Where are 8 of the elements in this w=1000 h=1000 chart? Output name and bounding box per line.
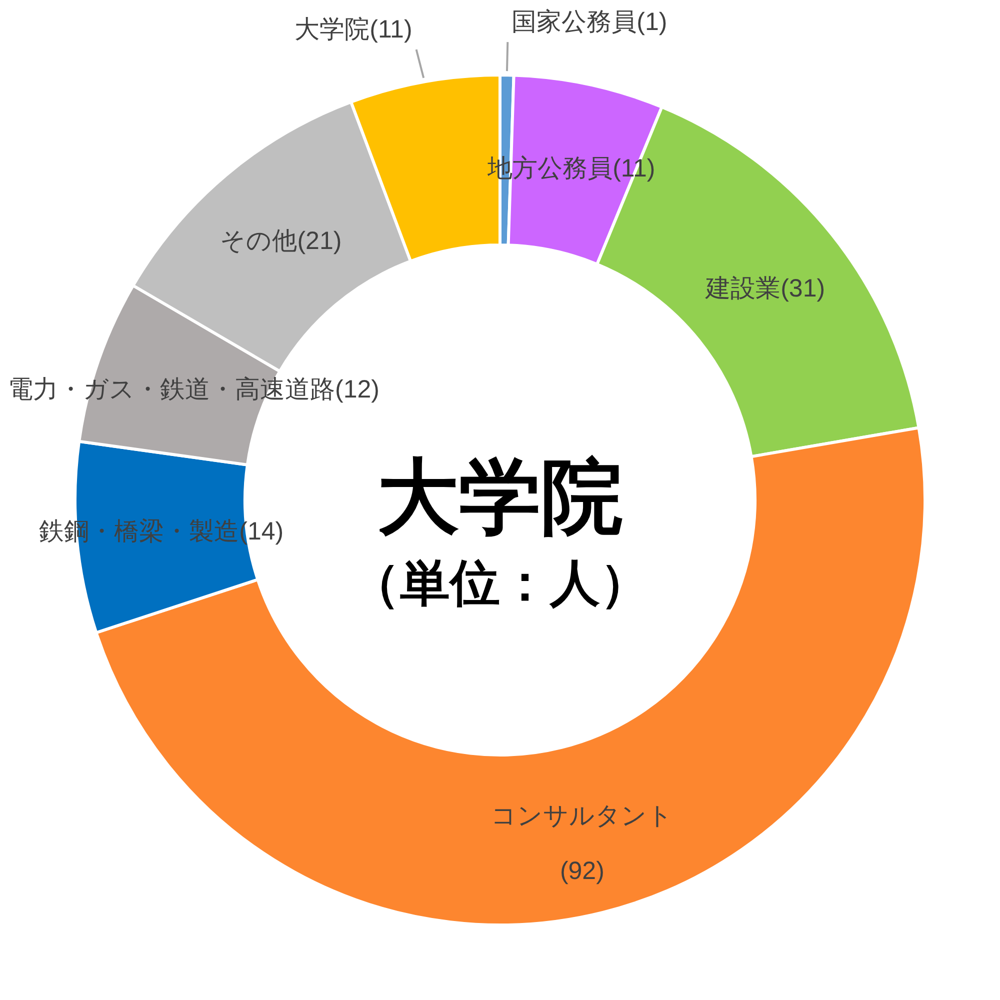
text: （単位：人） xyxy=(350,555,650,611)
slice-label: コンサルタント xyxy=(491,802,674,830)
category-label: 大学院(11) xyxy=(294,16,412,44)
slice-label: 建設業(31) xyxy=(704,274,826,302)
slice-label: その他(21) xyxy=(220,226,342,255)
slice-label: 大学院 xyxy=(377,452,623,543)
data-label: (92) xyxy=(560,856,604,885)
slice-label: 国家公務員(1) xyxy=(512,8,668,36)
